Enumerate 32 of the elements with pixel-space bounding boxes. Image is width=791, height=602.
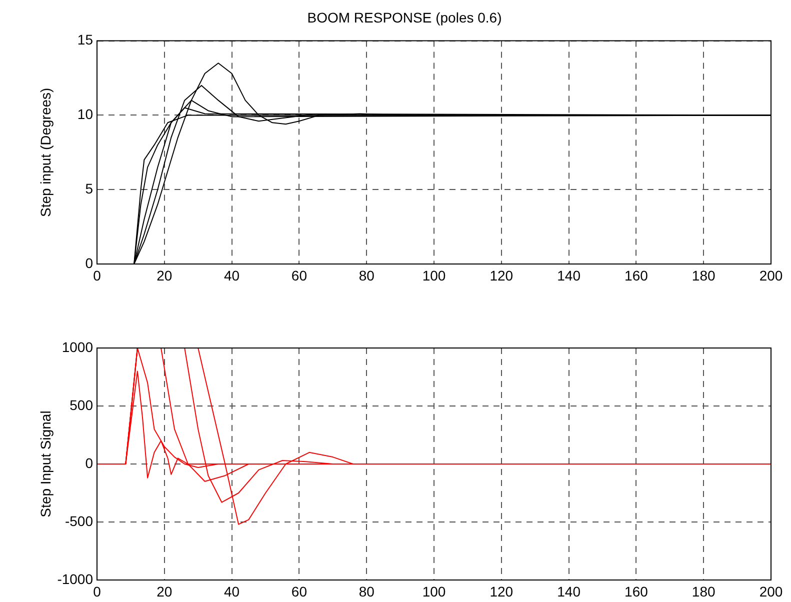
y-axis-title: Step input (Degrees): [37, 88, 54, 217]
y-tick-label: 0: [85, 254, 94, 271]
x-tick-label: 20: [156, 267, 172, 284]
y-tick-label: 5: [85, 180, 94, 196]
x-tick-label: 100: [422, 267, 446, 284]
x-tick-label: 40: [224, 267, 240, 284]
x-tick-label: 40: [224, 583, 240, 600]
y-tick-label: 10: [77, 106, 94, 122]
x-tick-label: 60: [291, 583, 308, 600]
y-tick-label: -500: [64, 512, 94, 529]
x-tick-label: 140: [557, 583, 581, 600]
x-tick-label: 120: [490, 267, 514, 284]
x-tick-label: 160: [624, 267, 648, 284]
x-tick-label: 100: [422, 583, 446, 600]
x-tick-label: 20: [156, 583, 172, 600]
y-tick-label: -1000: [57, 570, 94, 587]
x-tick-label: 80: [358, 583, 375, 600]
y-tick-label: 1000: [62, 338, 94, 355]
x-tick-label: 200: [759, 583, 783, 600]
x-tick-label: 180: [692, 583, 716, 600]
x-tick-label: 140: [557, 267, 581, 284]
x-tick-label: 200: [759, 267, 783, 284]
y-tick-label: 500: [70, 396, 94, 413]
x-tick-label: 60: [291, 267, 308, 284]
chart-title: BOOM RESPONSE (poles 0.6): [307, 9, 502, 26]
y-tick-label: 15: [77, 32, 94, 48]
x-tick-label: 120: [490, 583, 514, 600]
x-tick-label: 160: [624, 583, 648, 600]
x-tick-label: 80: [358, 267, 375, 284]
y-tick-label: 0: [85, 454, 94, 471]
y-axis-title: Step Input Signal: [37, 410, 54, 518]
x-tick-label: 180: [692, 267, 716, 284]
